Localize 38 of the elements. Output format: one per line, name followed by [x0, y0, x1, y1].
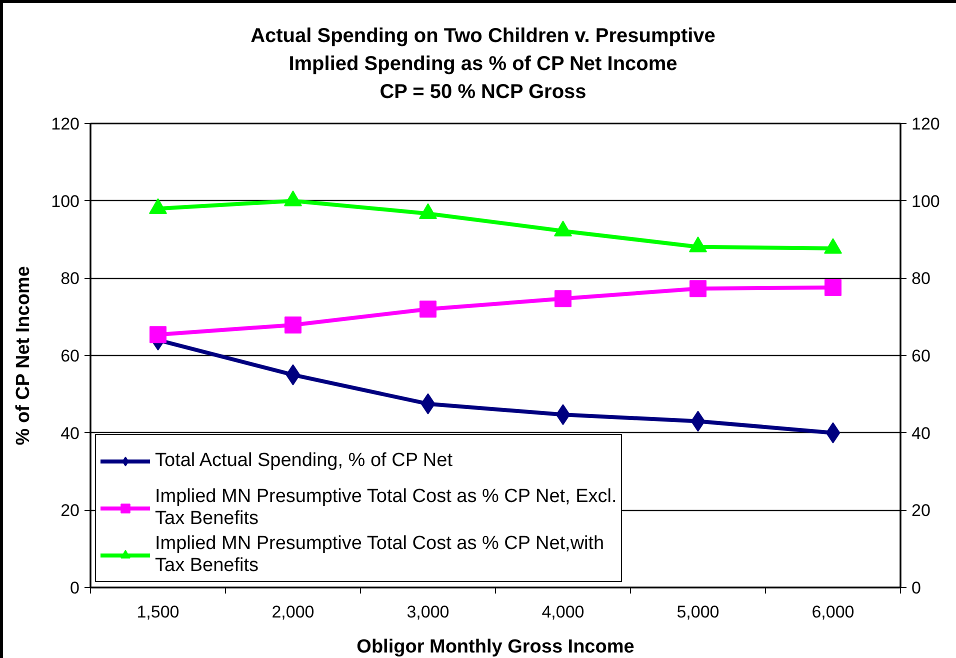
y2-tick-label: 20	[912, 501, 930, 520]
legend-label: Total Actual Spending, % of CP Net	[155, 449, 452, 473]
point	[149, 198, 167, 214]
y-tick-label: 40	[60, 424, 80, 443]
x-tick-label: 1,500	[136, 602, 180, 622]
x-axis-title: Obligor Monthly Gross Income	[356, 636, 634, 658]
point	[824, 238, 842, 254]
point	[690, 280, 706, 298]
y-tick-label: 0	[70, 578, 80, 598]
x-tick-label: 3,000	[406, 602, 450, 622]
point	[284, 316, 302, 334]
y-tick-label: 60	[60, 346, 80, 366]
y2-tick-label: 100	[912, 192, 940, 211]
point	[420, 300, 436, 318]
y-tick-label: 20	[60, 501, 80, 520]
y-axis-title: % of CP Net Income	[13, 266, 34, 446]
x-tick-label: 5,000	[676, 602, 720, 622]
y2-tick-label: 80	[912, 269, 930, 288]
legend-label: Implied MN Presumptive Total Cost as % CP Net,with Tax Benefits	[155, 533, 604, 577]
point	[824, 278, 842, 296]
x-tick-label: 2,000	[272, 602, 314, 622]
x-tick-label: 4,000	[542, 602, 584, 622]
point	[150, 326, 166, 344]
chart-title: Actual Spending on Two Children v. Presumptive Implied Spending as % of CP Net Income CP = 50 % NCP Gross	[250, 24, 716, 105]
legend-label: Implied MN Presumptive Total Cost as % CP Net, Excl. Tax Benefits	[155, 486, 617, 530]
y-tick-label: 100	[51, 192, 80, 211]
point	[554, 290, 572, 308]
y2-tick-label: 60	[912, 346, 930, 366]
y2-tick-label: 0	[912, 578, 921, 598]
point	[284, 190, 302, 206]
point	[554, 220, 572, 236]
y2-tick-label: 120	[912, 114, 940, 134]
y-tick-label: 120	[51, 114, 80, 134]
y2-tick-label: 40	[912, 424, 930, 443]
x-tick-label: 6,000	[812, 602, 854, 622]
y-tick-label: 80	[60, 269, 80, 288]
point	[689, 236, 707, 252]
point	[419, 203, 437, 219]
